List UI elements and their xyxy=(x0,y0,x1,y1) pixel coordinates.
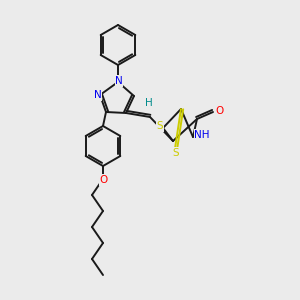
Text: O: O xyxy=(100,175,108,185)
Text: NH: NH xyxy=(194,130,210,140)
Text: H: H xyxy=(145,98,153,108)
Text: N: N xyxy=(94,90,102,100)
Text: S: S xyxy=(173,148,179,158)
Text: S: S xyxy=(157,121,163,131)
Text: N: N xyxy=(115,76,123,86)
Text: O: O xyxy=(216,106,224,116)
